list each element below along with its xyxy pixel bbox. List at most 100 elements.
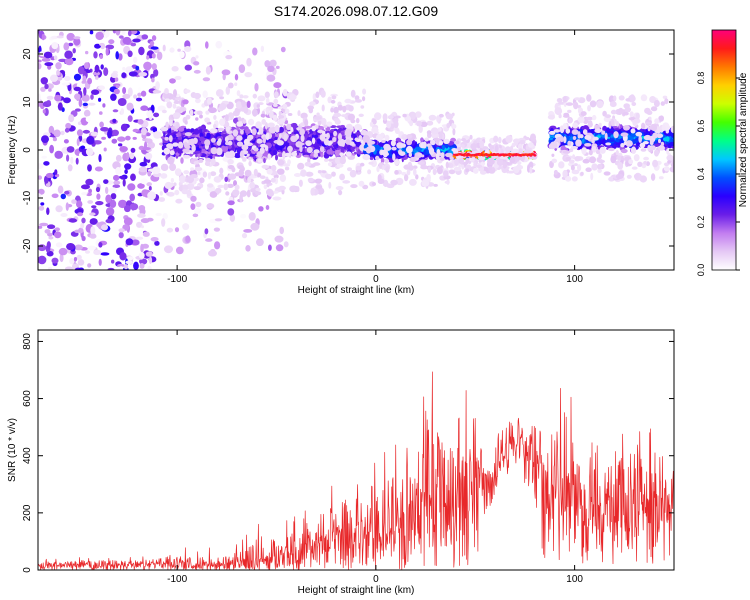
heatmap-cell xyxy=(420,165,428,170)
heatmap-cell xyxy=(122,66,126,71)
heatmap-cell xyxy=(214,241,221,250)
heatmap-cell xyxy=(216,147,223,156)
heatmap-cell xyxy=(124,163,132,170)
heatmap-cell xyxy=(120,175,125,180)
heatmap-cell xyxy=(142,231,150,237)
heatmap-cell xyxy=(317,170,322,174)
heatmap-cell xyxy=(404,174,409,182)
heatmap-cell xyxy=(401,143,406,148)
heatmap-cell xyxy=(206,97,213,105)
heatmap-cell xyxy=(60,193,66,200)
heatmap-cell xyxy=(387,115,394,119)
heatmap-cell xyxy=(130,147,136,153)
heatmap-cell xyxy=(169,47,175,53)
heatmap-cell xyxy=(493,135,499,143)
heatmap-cell xyxy=(100,64,104,70)
heatmap-cell xyxy=(350,146,355,151)
heatmap-cell xyxy=(177,141,184,149)
heatmap-cell xyxy=(317,178,323,183)
heatmap-cell xyxy=(173,182,177,187)
heatmap-cell xyxy=(122,87,127,94)
heatmap-cell xyxy=(229,214,236,222)
heatmap-cell xyxy=(284,152,291,157)
heatmap-cell xyxy=(263,184,268,190)
heatmap-cell xyxy=(91,89,100,95)
heatmap-cell xyxy=(87,245,96,251)
heatmap-cell xyxy=(406,169,411,176)
heatmap-cell xyxy=(450,137,457,143)
heatmap-cell xyxy=(203,129,208,133)
heatmap-cell xyxy=(265,97,270,104)
heatmap-cell xyxy=(296,151,300,156)
heatmap-cell xyxy=(320,90,326,98)
heatmap-cell xyxy=(323,138,329,146)
heatmap-cell xyxy=(113,88,120,95)
heatmap-cell xyxy=(267,122,275,128)
heatmap-cell xyxy=(304,125,312,129)
heatmap-cell xyxy=(82,75,87,84)
heatmap-cell xyxy=(255,121,262,129)
heatmap-cell xyxy=(183,170,190,175)
heatmap-cell xyxy=(103,147,107,152)
heatmap-cell xyxy=(196,110,203,116)
heatmap-cell xyxy=(151,77,155,83)
heatmap-cell xyxy=(169,150,175,156)
heatmap-cell xyxy=(225,86,230,95)
heatmap-cell xyxy=(101,136,106,140)
heatmap-cell xyxy=(328,181,332,189)
heatmap-cell xyxy=(333,130,338,137)
heatmap-cell xyxy=(73,86,82,92)
heatmap-cell xyxy=(87,164,92,172)
heatmap-cell xyxy=(512,148,519,154)
heatmap-cell xyxy=(125,260,133,265)
heatmap-cell xyxy=(380,157,385,164)
heatmap-cell xyxy=(327,162,333,167)
heatmap-cell xyxy=(138,252,145,259)
heatmap-cell xyxy=(338,189,343,196)
heatmap-cell xyxy=(182,223,190,231)
heatmap-cell xyxy=(413,168,417,176)
heatmap-cell xyxy=(121,30,126,35)
heatmap-cell xyxy=(81,192,88,196)
heatmap-cell xyxy=(249,181,255,189)
heatmap-cell xyxy=(101,224,108,231)
heatmap-cell xyxy=(98,97,102,102)
heatmap-cell xyxy=(241,134,248,139)
heatmap-cell xyxy=(243,229,253,233)
heatmap-cell xyxy=(135,236,144,240)
heatmap-cell xyxy=(38,188,45,195)
heatmap-cell xyxy=(105,194,112,204)
heatmap-cell xyxy=(231,166,236,173)
heatmap-cell xyxy=(311,137,316,145)
heatmap-cell xyxy=(406,134,413,139)
heatmap-cell xyxy=(57,102,63,111)
heatmap-cell xyxy=(161,152,165,156)
heatmap-cell xyxy=(132,38,141,43)
heatmap-cell xyxy=(85,69,91,74)
heatmap-cell xyxy=(452,128,456,136)
heatmap-cell xyxy=(499,156,508,160)
heatmap-cell xyxy=(140,90,147,97)
heatmap-cell xyxy=(304,133,310,138)
heatmap-cell xyxy=(206,132,211,139)
heatmap-cell xyxy=(333,106,339,115)
heatmap-cell xyxy=(166,101,173,109)
heatmap-cell xyxy=(173,122,177,126)
heatmap-cell xyxy=(276,140,284,146)
heatmap-cell xyxy=(440,152,445,159)
heatmap-cell xyxy=(38,205,45,211)
heatmap-cell xyxy=(44,62,54,67)
heatmap-cell xyxy=(318,126,325,130)
heatmap-cell xyxy=(139,263,145,269)
heatmap-cell xyxy=(151,63,157,71)
heatmap-cell xyxy=(331,95,337,100)
heatmap-cell xyxy=(66,243,75,251)
heatmap-cell xyxy=(140,105,149,111)
heatmap-cell xyxy=(202,171,208,178)
heatmap-cell xyxy=(213,227,220,232)
heatmap-cell xyxy=(272,149,278,155)
heatmap-cell xyxy=(505,135,513,144)
heatmap-cell xyxy=(354,124,362,131)
heatmap-cell xyxy=(355,99,362,103)
heatmap-cell xyxy=(214,218,223,222)
